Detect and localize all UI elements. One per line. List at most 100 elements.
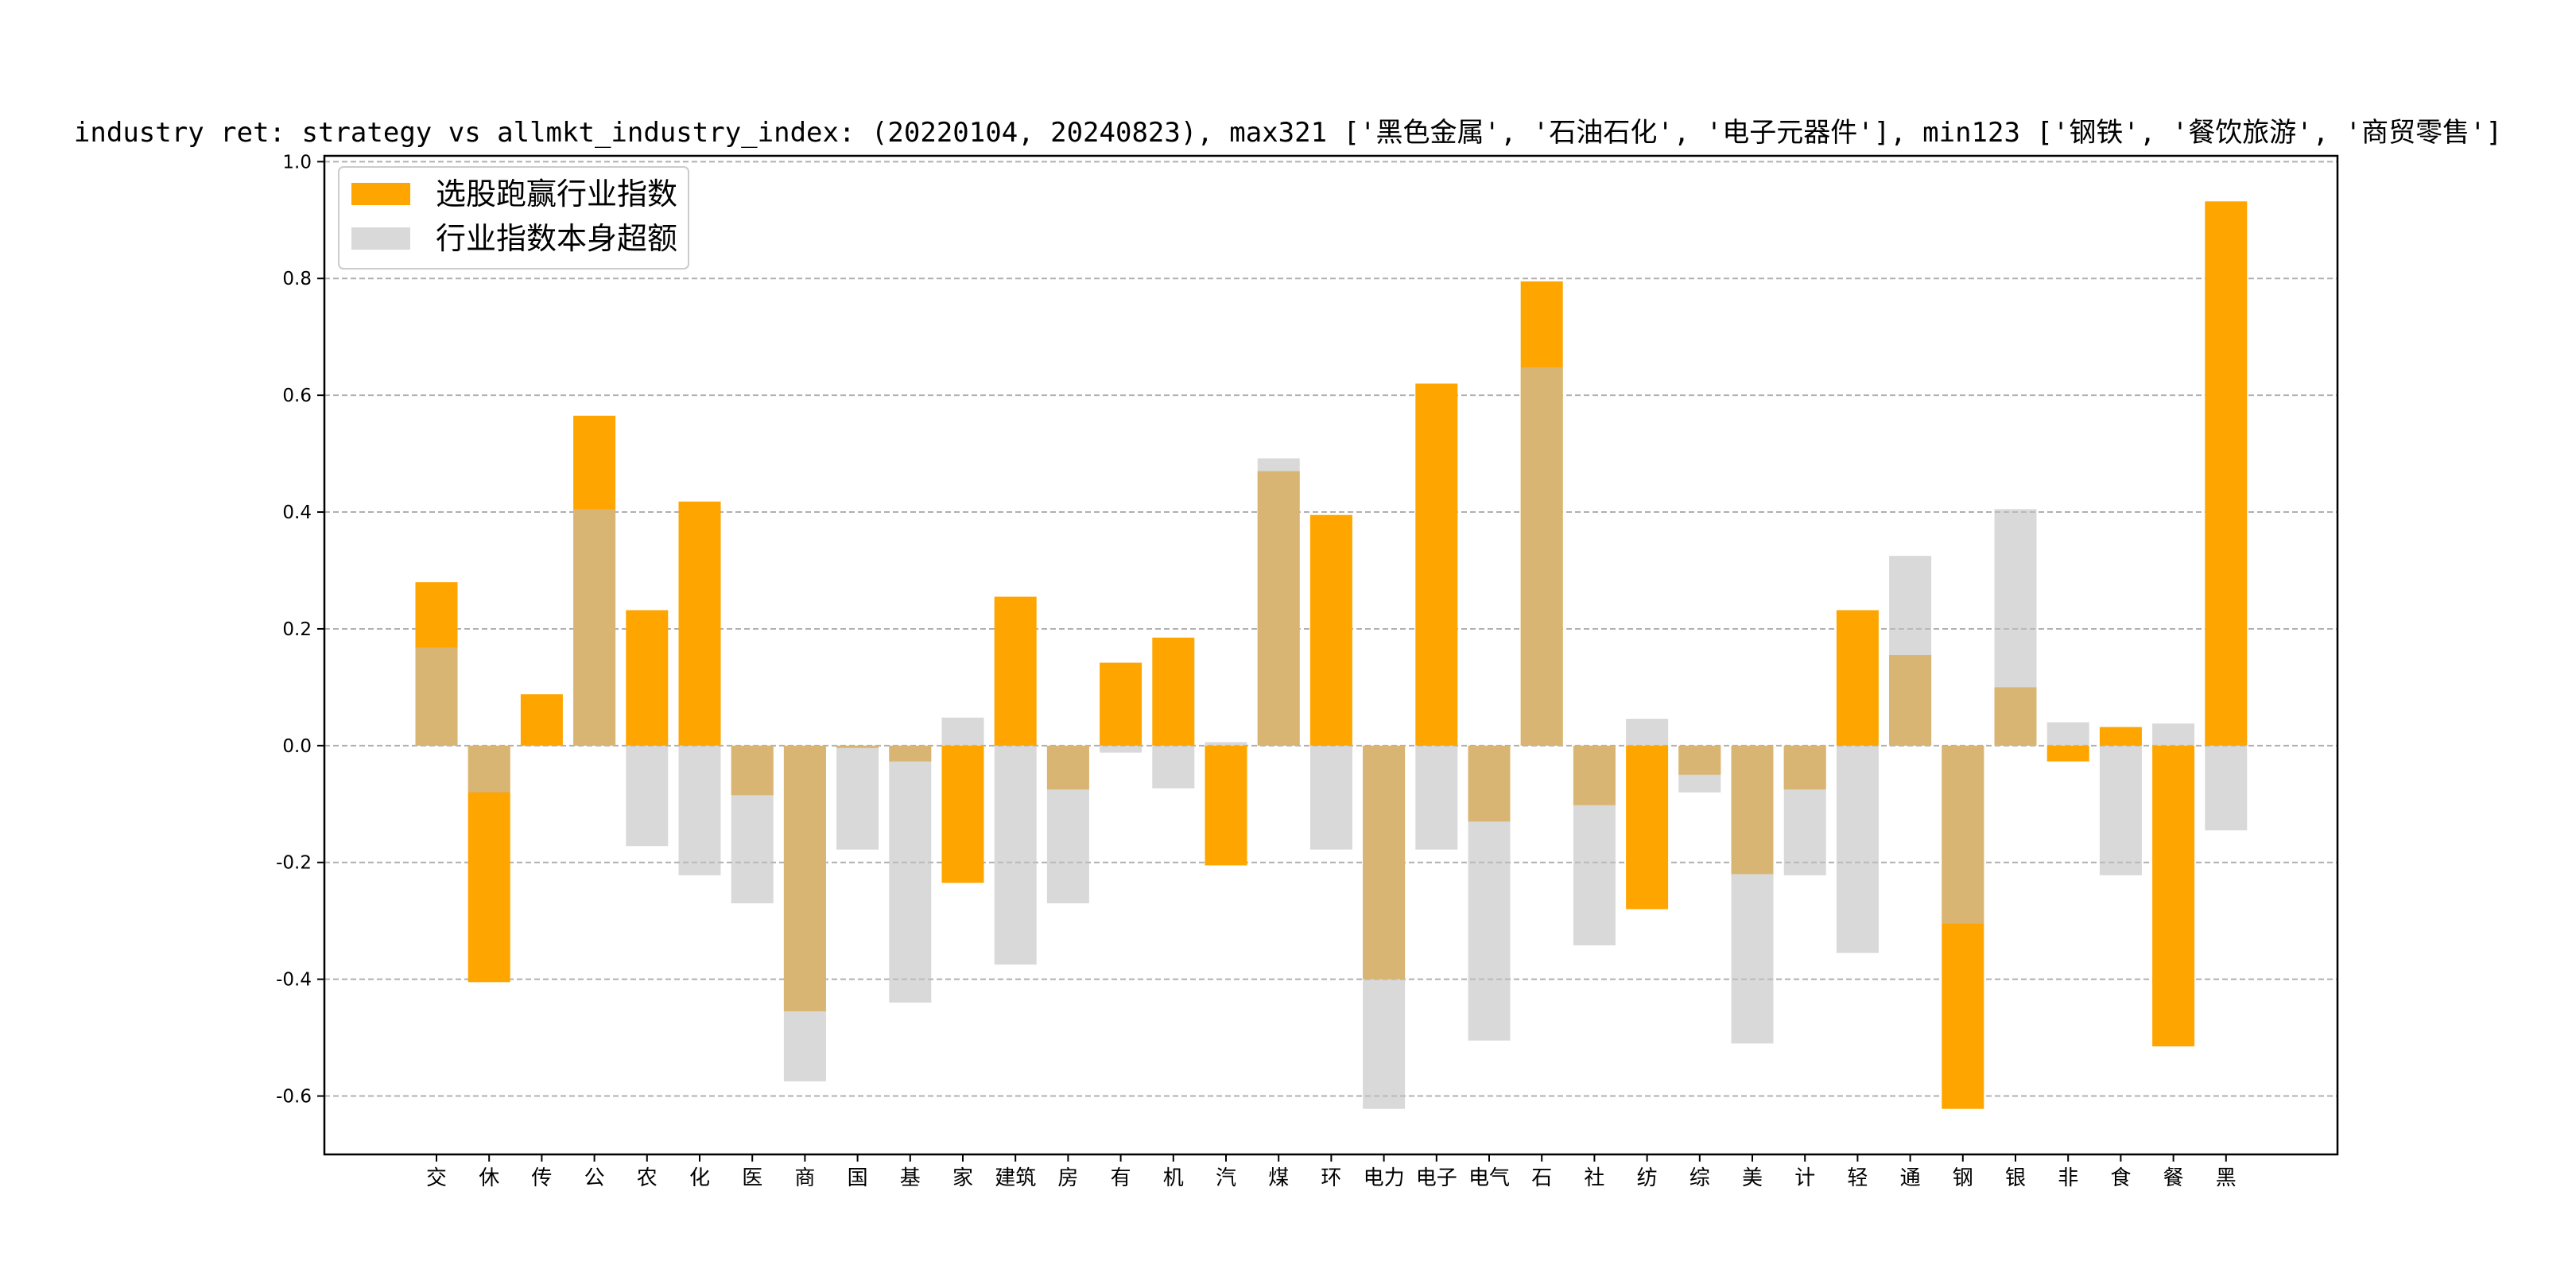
bar — [1152, 637, 1195, 746]
bar — [415, 647, 458, 746]
bar — [573, 509, 616, 746]
bar — [467, 745, 510, 793]
category-label: 传 — [531, 1166, 552, 1190]
bar — [994, 745, 1037, 965]
category-label: 钢 — [1953, 1166, 1973, 1190]
category-label: 交 — [426, 1166, 447, 1190]
bar — [2046, 722, 2089, 746]
category-label: 基 — [900, 1166, 921, 1190]
bar — [520, 745, 563, 747]
bar — [2046, 745, 2089, 762]
y-tick-label: -0.2 — [276, 853, 312, 874]
bar — [1994, 509, 2037, 746]
chart-title: industry ret: strategy vs allmkt_industr… — [74, 117, 2502, 149]
y-tick-label: 0.6 — [282, 386, 312, 406]
bar — [1783, 745, 1826, 875]
bar — [1626, 719, 1669, 746]
category-label: 商 — [794, 1166, 815, 1190]
bar — [1626, 745, 1669, 910]
bar — [1363, 745, 1406, 1109]
category-label: 黑 — [2216, 1166, 2237, 1190]
category-label: 社 — [1584, 1166, 1604, 1190]
category-label: 石 — [1531, 1166, 1552, 1190]
bar — [1573, 745, 1616, 946]
bar — [1520, 367, 1563, 746]
bar — [520, 694, 563, 746]
legend-swatch — [351, 227, 410, 250]
category-label: 建筑 — [995, 1166, 1036, 1190]
bar — [1205, 742, 1247, 746]
category-label: 公 — [584, 1166, 605, 1190]
y-tick-label: 0.0 — [282, 736, 312, 757]
bar — [2205, 745, 2248, 831]
bar — [1415, 383, 1458, 746]
legend-box — [338, 166, 689, 270]
category-label: 综 — [1690, 1166, 1710, 1190]
legend-swatch — [351, 183, 410, 205]
category-label: 通 — [1900, 1166, 1921, 1190]
legend-label: 选股跑赢行业指数 — [436, 177, 677, 211]
bar — [1152, 745, 1195, 789]
category-label: 煤 — [1268, 1166, 1289, 1190]
bar — [1678, 745, 1721, 793]
bar — [626, 745, 669, 847]
bar — [1205, 745, 1247, 866]
bar — [678, 501, 721, 746]
category-label: 电力 — [1364, 1166, 1405, 1190]
bar — [889, 745, 932, 1003]
y-tick-label: 1.0 — [282, 152, 312, 173]
category-label: 餐 — [2163, 1166, 2184, 1190]
y-tick-label: -0.6 — [276, 1087, 312, 1108]
bar — [1836, 745, 1879, 953]
bar — [626, 610, 669, 746]
axes: 1.0 0.8 0.6 0.4 0.2 0.0 -0.2 -0.4 -0.6 交 休 传 公 农 化 医 商 国 基… — [276, 152, 2339, 1190]
category-label: 电气 — [1468, 1166, 1510, 1190]
y-tick-label: 0.2 — [282, 619, 312, 640]
y-tick-label: 0.4 — [282, 502, 312, 523]
legend-label: 行业指数本身超额 — [436, 221, 677, 256]
bar — [1309, 745, 1352, 850]
bar — [731, 745, 774, 904]
category-label: 纺 — [1637, 1166, 1658, 1190]
bar — [2205, 201, 2248, 746]
category-label: 有 — [1111, 1166, 1131, 1190]
series-industry-excess — [415, 367, 2248, 1109]
bar — [941, 717, 984, 746]
bar — [1468, 745, 1511, 1041]
bar — [1100, 662, 1143, 746]
category-label: 美 — [1742, 1166, 1763, 1190]
category-label: 汽 — [1216, 1166, 1236, 1190]
bar — [1731, 745, 1774, 1044]
category-label: 房 — [1057, 1166, 1078, 1190]
category-label: 轻 — [1847, 1166, 1868, 1190]
bar — [941, 745, 984, 883]
bar — [1100, 745, 1143, 753]
bar — [1836, 610, 1879, 746]
bar — [1942, 745, 1984, 924]
bar — [1257, 458, 1300, 746]
bar — [836, 745, 879, 850]
category-label: 环 — [1321, 1166, 1341, 1190]
category-label: 医 — [742, 1166, 762, 1190]
series-strategy-excess — [415, 201, 2248, 1109]
category-label: 计 — [1794, 1166, 1815, 1190]
bar — [2152, 723, 2195, 746]
category-label: 机 — [1163, 1166, 1184, 1190]
bar — [1309, 514, 1352, 746]
bar — [2152, 745, 2195, 1047]
bar — [1889, 556, 1932, 746]
category-label: 家 — [952, 1166, 973, 1190]
category-label: 国 — [848, 1166, 868, 1190]
bar — [2099, 745, 2142, 875]
bar — [1046, 745, 1089, 904]
bar — [783, 745, 826, 1082]
category-label: 电子 — [1416, 1166, 1457, 1190]
category-label: 休 — [479, 1166, 499, 1190]
y-tick-label: -0.4 — [276, 970, 312, 991]
category-label: 化 — [689, 1166, 710, 1190]
category-label: 食 — [2110, 1166, 2131, 1190]
bar — [678, 745, 721, 875]
category-label: 非 — [2058, 1166, 2078, 1190]
